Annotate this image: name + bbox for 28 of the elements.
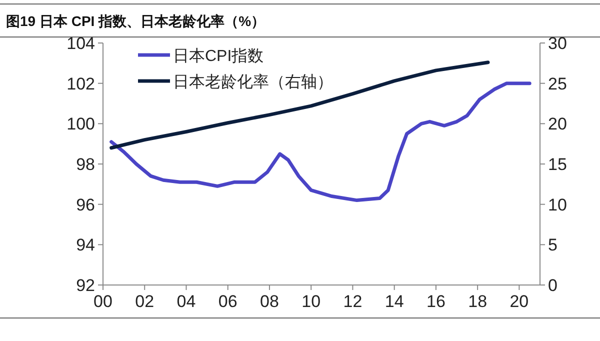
y2-tick-label: 10: [548, 195, 567, 214]
y-tick-label: 96: [76, 195, 95, 214]
x-tick-label: 06: [218, 292, 238, 311]
y2-tick-label: 0: [548, 276, 558, 295]
y-tick-label: 104: [66, 34, 95, 53]
y2-tick-label: 25: [548, 74, 567, 94]
y2-tick-label: 5: [548, 236, 558, 255]
chart-title: 图19 日本 CPI 指数、日本老龄化率（%）: [6, 13, 266, 29]
x-tick-label: 12: [343, 292, 362, 311]
x-tick-label: 00: [94, 292, 112, 311]
legend-label: 日本CPI指数: [173, 47, 264, 65]
x-tick-label: 08: [260, 292, 279, 311]
y2-tick-label: 20: [548, 114, 567, 134]
y-tick-label: 100: [66, 114, 95, 134]
x-tick-label: 16: [426, 292, 446, 311]
x-tick-label: 02: [135, 292, 154, 311]
y-tick-label: 92: [76, 276, 95, 295]
y-tick-label: 94: [76, 236, 95, 255]
x-tick-label: 04: [176, 292, 196, 311]
y-tick-label: 98: [76, 155, 95, 174]
x-tick-label: 10: [302, 292, 321, 311]
x-tick-label: 20: [510, 292, 529, 311]
x-tick-label: 18: [468, 292, 488, 311]
legend-label: 日本老龄化率（右轴）: [173, 73, 333, 91]
y2-tick-label: 15: [548, 155, 567, 174]
y2-tick-label: 30: [548, 34, 567, 53]
x-tick-label: 14: [384, 292, 404, 311]
y-tick-label: 102: [66, 74, 95, 94]
